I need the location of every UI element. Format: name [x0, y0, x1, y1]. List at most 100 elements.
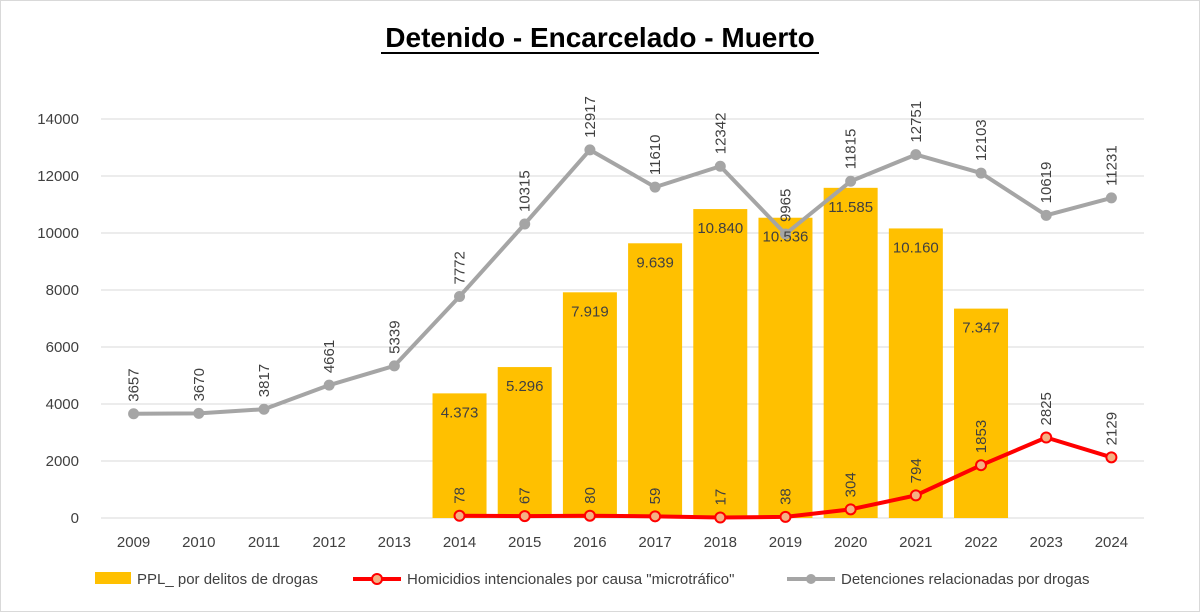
- point-homicidios: [1105, 451, 1118, 464]
- bar-data-label: 7.347: [962, 320, 1000, 337]
- legend-label-homicidios: Homicidios intencionales por causa "micr…: [407, 571, 734, 588]
- homicidios-data-label: 67: [517, 487, 534, 504]
- detenciones-data-label: 12751: [908, 101, 925, 143]
- bar: [758, 217, 813, 518]
- y-tick-label: 4000: [46, 396, 79, 413]
- bar: [497, 367, 552, 518]
- y-tick-label: 8000: [46, 282, 79, 299]
- y-tick-label: 12000: [37, 168, 79, 185]
- legend-label-ppl: PPL_ por delitos de drogas: [137, 571, 318, 588]
- y-tick-label: 0: [71, 510, 79, 527]
- x-tick-label: 2011: [248, 534, 280, 551]
- series-line-detenciones: [133, 147, 1112, 416]
- homicidios-data-label: 38: [777, 488, 794, 505]
- detenciones-data-label: 12917: [582, 96, 599, 138]
- point-detenciones: [388, 360, 400, 372]
- homicidios-data-label: 2825: [1038, 392, 1055, 425]
- point-detenciones: [584, 144, 596, 156]
- point-homicidios: [453, 509, 466, 522]
- detenciones-data-label: 10619: [1038, 162, 1055, 204]
- homicidios-data-label: 80: [582, 487, 599, 504]
- point-detenciones: [910, 149, 922, 161]
- legend-swatch-homicidios-marker: [371, 573, 383, 585]
- bar-data-label: 9.639: [636, 254, 674, 271]
- homicidios-data-label: 17: [712, 489, 729, 506]
- bar-data-label: 7.919: [571, 303, 609, 320]
- point-detenciones: [1105, 192, 1117, 204]
- point-homicidios: [649, 510, 662, 523]
- bar: [954, 308, 1009, 518]
- homicidios-data-label: 78: [452, 487, 469, 504]
- y-tick-label: 10000: [37, 225, 79, 242]
- detenciones-data-label: 3817: [256, 364, 273, 397]
- point-detenciones: [975, 167, 987, 179]
- bar: [628, 243, 683, 518]
- bar-data-label: 10.536: [763, 229, 809, 246]
- x-tick-label: 2023: [1030, 534, 1063, 551]
- point-detenciones: [845, 175, 857, 187]
- x-tick-label: 2019: [769, 534, 802, 551]
- point-homicidios: [1040, 431, 1053, 444]
- point-detenciones: [128, 408, 140, 420]
- detenciones-data-label: 12342: [712, 113, 729, 155]
- point-detenciones: [1040, 209, 1052, 221]
- legend-swatch-ppl: [95, 572, 131, 584]
- homicidios-data-label: 2129: [1103, 412, 1120, 445]
- point-homicidios: [583, 509, 596, 522]
- bar-data-label: 10.840: [697, 220, 743, 237]
- bar-data-label: 11.585: [828, 199, 873, 216]
- point-detenciones: [454, 290, 466, 302]
- point-detenciones: [323, 379, 335, 391]
- homicidios-data-label: 1853: [973, 420, 990, 453]
- point-homicidios: [714, 511, 727, 524]
- point-detenciones: [519, 218, 531, 230]
- legend-label-detenciones: Detenciones relacionadas por drogas: [841, 571, 1090, 588]
- bar-data-label: 4.373: [441, 404, 479, 421]
- x-tick-label: 2012: [312, 534, 345, 551]
- x-tick-label: 2016: [573, 534, 606, 551]
- point-homicidios: [844, 503, 857, 516]
- point-homicidios: [518, 510, 531, 523]
- x-tick-label: 2010: [182, 534, 215, 551]
- homicidios-data-label: 59: [647, 488, 664, 505]
- point-homicidios: [909, 489, 922, 502]
- detenciones-data-label: 7772: [452, 251, 469, 284]
- x-tick-label: 2017: [638, 534, 671, 551]
- detenciones-data-label: 3657: [126, 368, 143, 401]
- chart-title: Detenido - Encarcelado - Muerto: [385, 22, 814, 53]
- x-tick-label: 2024: [1095, 534, 1128, 551]
- bar: [823, 187, 878, 518]
- x-tick-label: 2020: [834, 534, 867, 551]
- x-tick-label: 2009: [117, 534, 150, 551]
- point-detenciones: [649, 181, 661, 193]
- detenciones-data-label: 11815: [843, 129, 860, 170]
- y-tick-label: 2000: [46, 453, 79, 470]
- bar: [888, 228, 943, 518]
- point-homicidios: [975, 459, 988, 472]
- y-tick-label: 6000: [46, 339, 79, 356]
- y-tick-label: 14000: [37, 111, 79, 128]
- bar: [693, 209, 748, 518]
- detenciones-data-label: 11610: [647, 135, 664, 176]
- legend-swatch-detenciones-marker: [806, 574, 816, 584]
- point-detenciones: [779, 228, 791, 240]
- point-homicidios: [779, 510, 792, 523]
- bar: [432, 393, 487, 518]
- bar-data-label: 5.296: [506, 378, 544, 395]
- detenciones-data-label: 5339: [386, 320, 403, 353]
- point-detenciones: [258, 403, 270, 415]
- point-detenciones: [193, 407, 205, 419]
- bar-data-label: 10.160: [893, 239, 939, 256]
- point-detenciones: [714, 160, 726, 172]
- homicidios-data-label: 794: [908, 458, 925, 483]
- x-tick-label: 2021: [899, 534, 932, 551]
- x-tick-label: 2013: [378, 534, 411, 551]
- detenciones-data-label: 12103: [973, 119, 990, 161]
- homicidios-data-label: 304: [843, 472, 860, 497]
- detenciones-data-label: 10315: [517, 170, 534, 212]
- detenciones-data-label: 3670: [191, 368, 208, 401]
- x-tick-label: 2015: [508, 534, 541, 551]
- detenciones-data-label: 9965: [777, 189, 794, 222]
